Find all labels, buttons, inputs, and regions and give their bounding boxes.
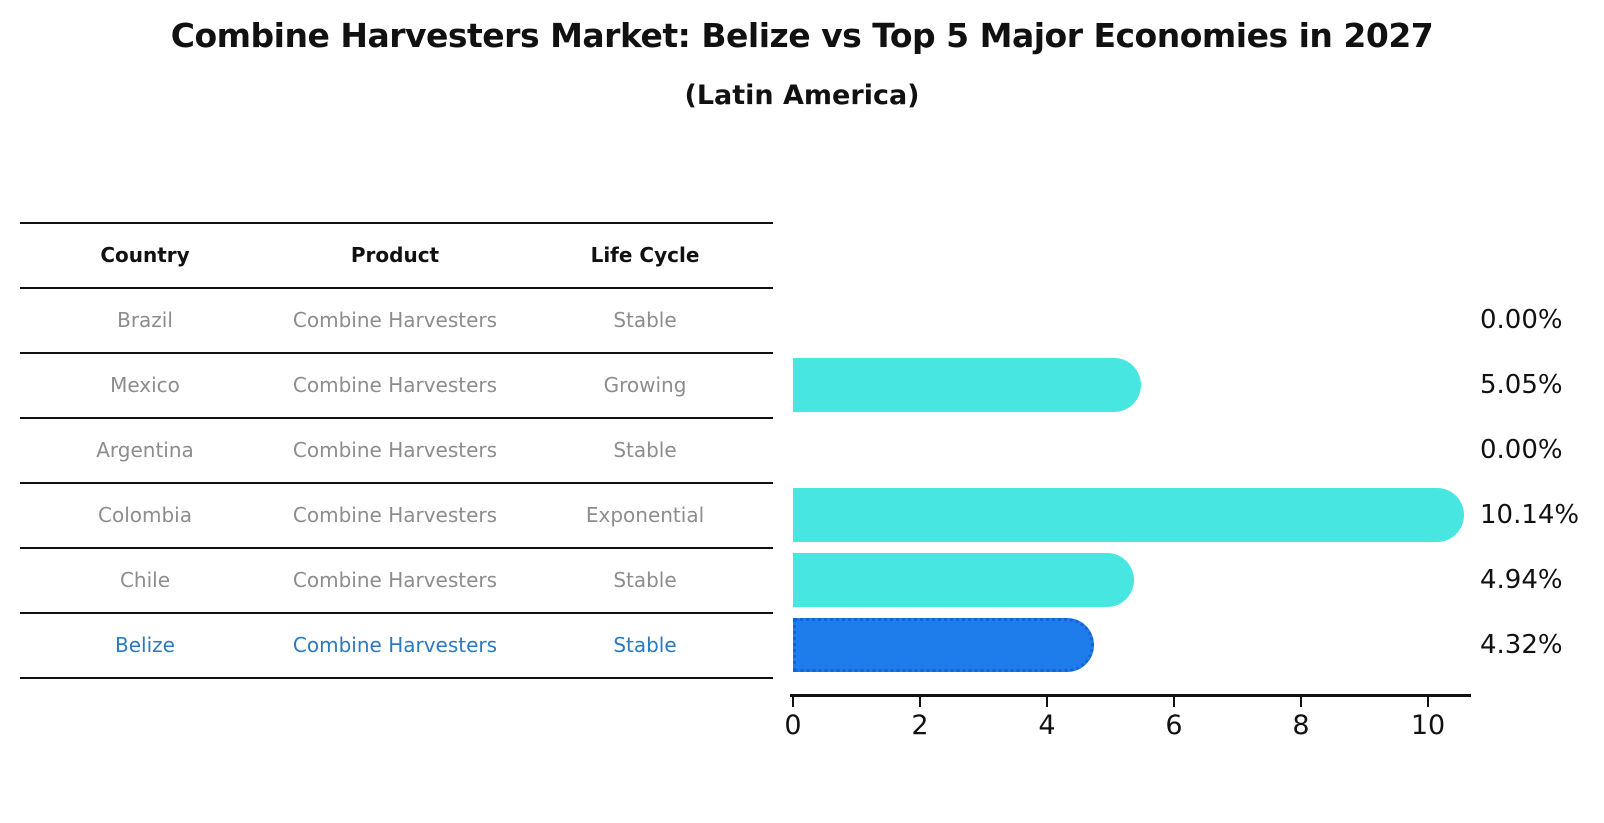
x-axis-tick-label: 6 xyxy=(1165,710,1183,741)
y-axis-tick xyxy=(745,482,773,484)
value-label-belize: 4.32% xyxy=(1480,630,1563,660)
x-axis-tick xyxy=(919,697,921,707)
y-axis-tick xyxy=(745,352,773,354)
lifecycle-cell: Stable xyxy=(613,438,677,462)
table-row-separator xyxy=(20,547,773,549)
bar-colombia xyxy=(793,488,1464,542)
x-axis-tick xyxy=(1427,697,1429,707)
bar-belize xyxy=(793,618,1094,672)
lifecycle-cell: Stable xyxy=(613,633,677,657)
column-header-country: Country xyxy=(100,243,190,267)
bar-mexico xyxy=(793,358,1141,412)
value-label-colombia: 10.14% xyxy=(1480,500,1580,530)
product-cell: Combine Harvesters xyxy=(292,308,498,332)
product-cell: Combine Harvesters xyxy=(292,568,498,592)
bar-chile xyxy=(793,553,1134,607)
product-cell: Combine Harvesters xyxy=(292,633,498,657)
y-axis-tick xyxy=(745,222,773,224)
table-row-separator xyxy=(20,287,773,289)
lifecycle-cell: Stable xyxy=(613,568,677,592)
x-axis-tick-label: 0 xyxy=(784,710,802,741)
country-cell: Mexico xyxy=(110,373,180,397)
x-axis-tick-label: 2 xyxy=(911,710,929,741)
x-axis-tick xyxy=(1173,697,1175,707)
table-row-separator xyxy=(20,352,773,354)
product-cell: Combine Harvesters xyxy=(292,373,498,397)
x-axis-tick-label: 8 xyxy=(1292,710,1310,741)
x-axis-tick-label: 4 xyxy=(1038,710,1056,741)
value-label-mexico: 5.05% xyxy=(1480,370,1563,400)
x-axis-tick xyxy=(1300,697,1302,707)
lifecycle-cell: Growing xyxy=(603,373,687,397)
table-row-separator xyxy=(20,417,773,419)
table-row-separator xyxy=(20,612,773,614)
y-axis-tick xyxy=(745,417,773,419)
y-axis-tick xyxy=(745,677,773,679)
x-axis-tick xyxy=(792,697,794,707)
country-cell: Belize xyxy=(115,633,175,657)
y-axis-tick xyxy=(745,547,773,549)
value-label-chile: 4.94% xyxy=(1480,565,1563,595)
country-cell: Chile xyxy=(119,568,171,592)
x-axis-tick-label: 10 xyxy=(1410,710,1446,741)
country-cell: Colombia xyxy=(98,503,192,527)
table-top-line xyxy=(20,222,773,224)
country-cell: Brazil xyxy=(117,308,173,332)
x-axis-line xyxy=(790,694,1471,697)
value-label-brazil: 0.00% xyxy=(1480,305,1563,335)
value-label-argentina: 0.00% xyxy=(1480,435,1563,465)
y-axis-tick xyxy=(745,612,773,614)
chart-subtitle: (Latin America) xyxy=(684,80,920,111)
column-header-lifecycle: Life Cycle xyxy=(590,243,700,267)
lifecycle-cell: Stable xyxy=(613,308,677,332)
y-axis-tick xyxy=(745,287,773,289)
table-row-separator xyxy=(20,482,773,484)
chart-title: Combine Harvesters Market: Belize vs Top… xyxy=(170,16,1434,55)
lifecycle-cell: Exponential xyxy=(585,503,705,527)
product-cell: Combine Harvesters xyxy=(292,503,498,527)
column-header-product: Product xyxy=(350,243,440,267)
product-cell: Combine Harvesters xyxy=(292,438,498,462)
country-cell: Argentina xyxy=(96,438,194,462)
table-row-separator xyxy=(20,677,773,679)
x-axis-tick xyxy=(1046,697,1048,707)
